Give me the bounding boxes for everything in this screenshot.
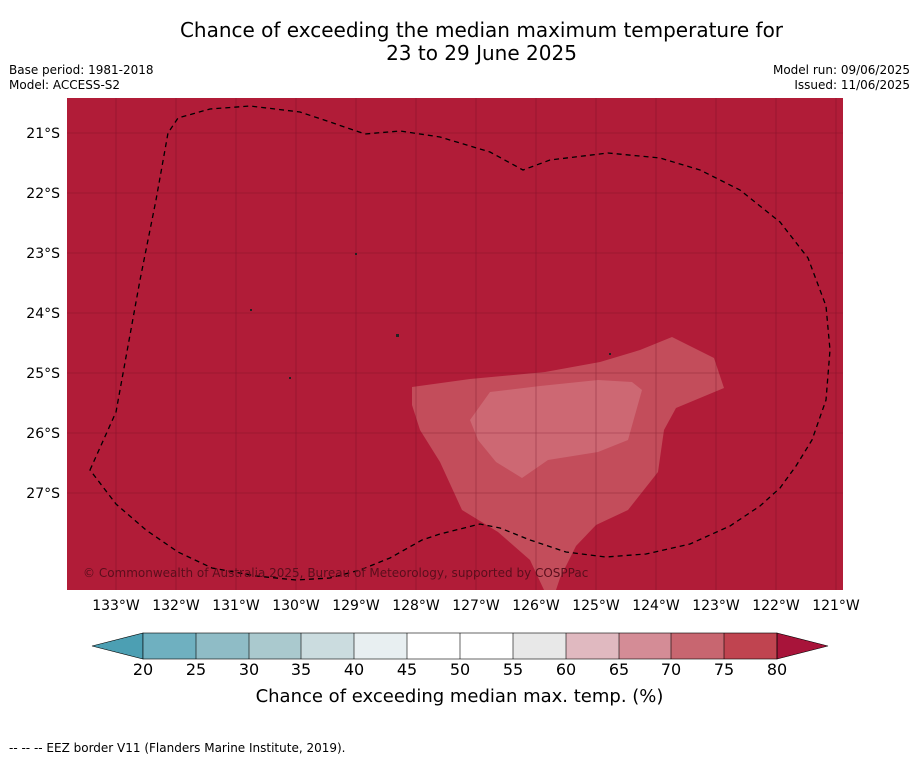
colorbar-bin-35-40: [301, 633, 354, 659]
lon-label: 126°W: [512, 598, 560, 614]
lon-label: 127°W: [452, 598, 500, 614]
colorbar-tick: 80: [766, 660, 788, 679]
colorbar-bin-60-65: [566, 633, 619, 659]
lat-label: 24°S: [26, 306, 60, 322]
model-text: Model: ACCESS-S2: [9, 78, 121, 92]
colorbar-tick: 45: [396, 660, 418, 679]
model-run-text: Model run: 09/06/2025: [772, 63, 910, 77]
map-panel: © Commonwealth of Australia 2025, Bureau…: [67, 98, 843, 590]
colorbar-high-extension: [776, 632, 829, 660]
lon-label: 133°W: [92, 598, 140, 614]
colorbar-low-extension: [91, 632, 144, 660]
map-title-line2: 23 to 29 June 2025: [386, 41, 577, 65]
lat-label: 25°S: [26, 366, 60, 382]
lon-label: 130°W: [272, 598, 320, 614]
lon-label: 121°W: [812, 598, 860, 614]
colorbar-tick: 25: [185, 660, 207, 679]
colorbar-bin-70-75: [671, 633, 724, 659]
island-markers: [250, 253, 611, 379]
colorbar-tick: 65: [608, 660, 630, 679]
colorbar-bin-55-60: [513, 633, 566, 659]
lat-label: 21°S: [26, 126, 60, 142]
lon-label: 124°W: [632, 598, 680, 614]
colorbar-bin-20-25: [143, 633, 196, 659]
issued-text: Issued: 11/06/2025: [794, 78, 910, 92]
colorbar-bin-75-80: [724, 633, 777, 659]
colorbar-tick: 20: [132, 660, 154, 679]
colorbar: [91, 632, 829, 660]
map-title-line1: Chance of exceeding the median maximum t…: [179, 18, 784, 42]
colorbar-tick: 55: [502, 660, 524, 679]
lon-label: 123°W: [692, 598, 740, 614]
base-period-text: Base period: 1981-2018: [9, 63, 154, 77]
colorbar-tick: 60: [555, 660, 577, 679]
colorbar-tick: 75: [713, 660, 735, 679]
lon-label: 132°W: [152, 598, 200, 614]
lat-label: 22°S: [26, 186, 60, 202]
contour-band-65-70: [470, 380, 642, 478]
lon-label: 128°W: [392, 598, 440, 614]
lat-label: 27°S: [26, 486, 60, 502]
colorbar-tick: 70: [660, 660, 682, 679]
lat-label: 26°S: [26, 426, 60, 442]
eez-border: [89, 105, 831, 581]
lat-label: 23°S: [26, 246, 60, 262]
colorbar-bin-40-45: [354, 633, 407, 659]
colorbar-bin-65-70: [619, 633, 671, 659]
colorbar-bin-30-35: [249, 633, 301, 659]
colorbar-tick: 30: [238, 660, 260, 679]
colorbar-tick: 50: [449, 660, 471, 679]
lon-label: 129°W: [332, 598, 380, 614]
colorbar-bin-50-55: [460, 633, 513, 659]
colorbar-label: Chance of exceeding median max. temp. (%…: [255, 686, 664, 707]
lon-label: 131°W: [212, 598, 260, 614]
colorbar-tick: 40: [343, 660, 365, 679]
lon-label: 125°W: [572, 598, 620, 614]
map-copyright: © Commonwealth of Australia 2025, Bureau…: [83, 566, 588, 580]
colorbar-tick: 35: [290, 660, 312, 679]
lon-label: 122°W: [752, 598, 800, 614]
colorbar-bin-25-30: [196, 633, 249, 659]
colorbar-bin-45-50: [407, 633, 460, 659]
eez-legend-note: -- -- -- EEZ border V11 (Flanders Marine…: [9, 741, 346, 755]
map-background-80-plus: [67, 98, 843, 590]
gridlines: [67, 98, 843, 590]
